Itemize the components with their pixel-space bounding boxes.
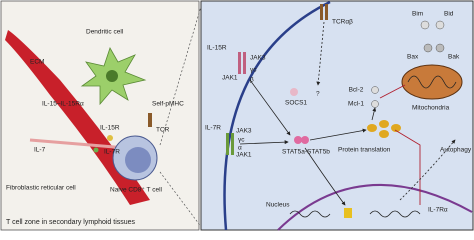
bax [423,43,433,53]
promoter [344,208,352,218]
label: IL-15R [207,45,227,52]
label: JAK3 [236,128,252,135]
tcr [325,4,328,20]
stat5 [294,136,302,144]
arrow [371,107,377,121]
label: ECM [30,59,44,66]
label: γc [238,137,245,144]
bid [435,20,445,30]
label: Nucleus [266,202,290,209]
label: IL-7 [34,147,46,154]
label: TCR [156,127,170,134]
stat5 [301,136,309,144]
ribosomes [367,120,401,138]
label: Mitochondria [412,105,450,112]
label: Autophagy [440,147,472,154]
bak [435,43,445,53]
bcl2 [371,86,379,94]
label: Self-pMHC [152,101,184,108]
arrow [239,140,289,145]
dna [369,210,421,218]
label: JAK1 [236,152,252,159]
label: ? [316,91,320,98]
tcr [148,113,152,127]
label: STAT5a-STAT5b [282,149,330,156]
caption: T cell zone in secondary lymphoid tissue… [6,219,136,226]
il7 [93,147,99,153]
dc-nucleus [106,70,118,82]
label: α [238,145,242,152]
arrow [399,139,456,201]
arrow [316,21,325,86]
t-cell-nucleus [125,147,151,173]
figure: ECM Dendritic cell IL-15–IL-15Rα IL-15R … [0,0,474,231]
il15 [107,135,113,141]
left-panel [0,0,200,231]
right-panel [200,0,474,231]
label: Bid [444,11,454,18]
label: Bim [412,11,423,18]
socs1 [290,88,298,96]
receptor [231,133,234,155]
label: IL-7Rα [428,207,448,214]
label: Naive CD8⁺ T cell [110,187,163,194]
arrow [309,128,367,141]
label: Bcl-2 [349,87,364,94]
label: SOCS1 [285,100,307,107]
arrow [304,147,346,206]
label: IL-7R [205,125,221,132]
label: JAK3 [250,55,266,62]
label: β [250,77,254,84]
cristae [407,75,457,89]
inhibit [394,129,421,205]
zoom-line [159,2,203,146]
label: Bax [407,54,419,61]
label: Dendritic cell [86,29,124,36]
inhibit [379,84,406,99]
receptor [226,133,229,155]
bim [420,20,430,30]
dna [289,210,331,218]
label: Fibroblastic reticular cell [6,185,76,192]
label: Mcl-1 [348,101,364,108]
label: IL-7R [104,149,120,156]
nuclear-membrane [277,183,473,231]
mcl1 [371,100,379,108]
label: JAK1 [222,75,238,82]
label: IL-15–IL-15Rα [42,101,84,108]
arrow [249,79,291,136]
label: IL-15R [100,125,120,132]
receptor [238,52,241,74]
label: TCRαβ [332,19,353,26]
label: Protein translation [338,147,391,154]
receptor [243,52,246,74]
cell-membrane [223,0,331,231]
label: γc [250,67,257,74]
label: Bak [448,54,460,61]
tcr [320,4,323,20]
